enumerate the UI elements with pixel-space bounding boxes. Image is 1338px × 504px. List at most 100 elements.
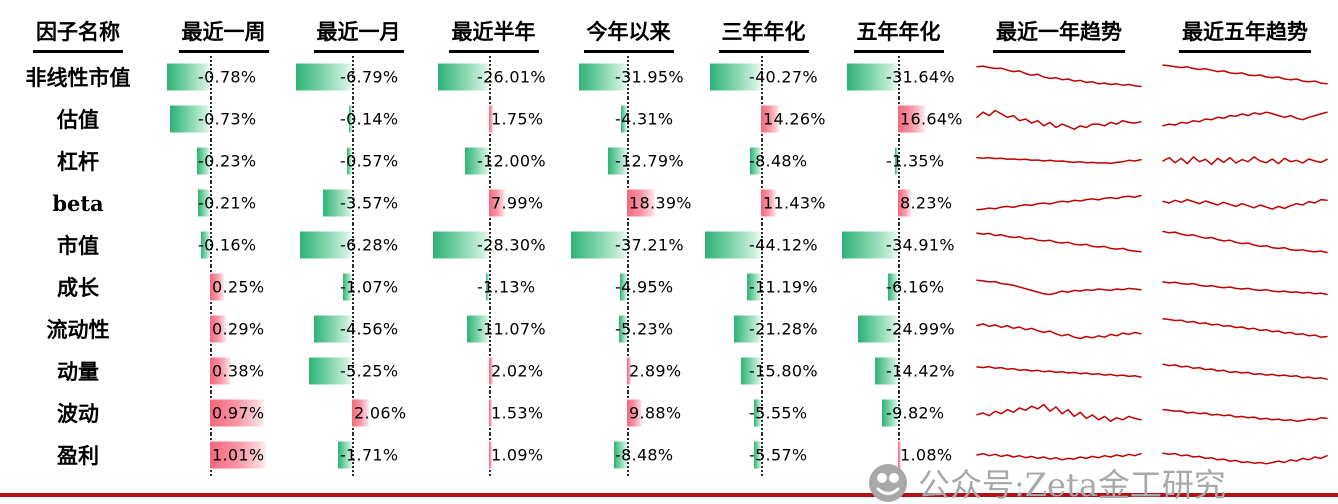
trend-1y-sparkline (966, 392, 1152, 434)
value-label: -11.19% (749, 277, 818, 297)
positive-bar (210, 441, 266, 469)
zero-axis-line (489, 224, 491, 266)
value-cell: -4.56% (291, 308, 426, 350)
value-label: -5.57% (749, 445, 808, 465)
factor-name: 非线性市值 (25, 65, 131, 90)
zero-axis-line (627, 308, 629, 350)
zero-axis-line (898, 392, 900, 434)
table-grid: 因子名称 最近一周 最近一月 最近半年 今年以来 三年年化 五年年化 最近一年趋… (0, 4, 1338, 476)
header-5y-trend: 最近五年趋势 (1152, 4, 1338, 56)
value-cell: 9.88% (561, 392, 696, 434)
value-label: 2.89% (629, 361, 682, 381)
value-cell: 8.23% (831, 182, 966, 224)
value-label: -44.12% (749, 235, 818, 255)
value-cell: -0.21% (156, 182, 291, 224)
zero-axis-line (761, 350, 763, 392)
header-last-half-year: 最近半年 (426, 4, 561, 56)
factor-name: 估值 (57, 107, 99, 132)
zero-axis-line (489, 266, 491, 308)
value-label: -1.35% (886, 151, 945, 171)
value-cell: 1.75% (426, 98, 561, 140)
value-label: 1.01% (212, 445, 265, 465)
value-label: 1.08% (900, 445, 953, 465)
wechat-logo-icon (868, 463, 908, 503)
negative-bar (874, 357, 898, 385)
value-cell: -5.57% (696, 434, 831, 476)
positive-bar (489, 357, 493, 385)
trend-1y-sparkline (966, 56, 1152, 98)
zero-axis-line (627, 56, 629, 98)
positive-bar (898, 441, 901, 469)
negative-bar (467, 315, 489, 343)
zero-axis-line (210, 140, 212, 182)
value-label: -6.28% (340, 235, 399, 255)
value-cell: -0.73% (156, 98, 291, 140)
negative-bar (433, 231, 489, 259)
value-label: 11.43% (763, 193, 826, 213)
negative-bar (198, 189, 210, 217)
trend-5y-sparkline (1152, 182, 1338, 224)
negative-bar (197, 147, 210, 175)
negative-bar (750, 147, 761, 175)
header-label: 最近一年趋势 (993, 16, 1125, 53)
zero-axis-line (210, 182, 212, 224)
trend-5y-sparkline (1152, 434, 1338, 476)
trend-5y-sparkline (1152, 350, 1338, 392)
value-label: 0.29% (212, 319, 265, 339)
value-label: 0.38% (212, 361, 265, 381)
value-cell: -5.23% (561, 308, 696, 350)
negative-bar (705, 231, 761, 259)
value-label: 1.09% (491, 445, 544, 465)
header-label: 因子名称 (33, 16, 123, 53)
value-cell: 7.99% (426, 182, 561, 224)
negative-bar (620, 105, 627, 133)
value-cell: -0.57% (291, 140, 426, 182)
factor-name: 动量 (57, 359, 99, 384)
positive-bar (489, 105, 493, 133)
value-cell: -1.71% (291, 434, 426, 476)
trend-1y-sparkline (966, 350, 1152, 392)
value-label: -8.48% (615, 445, 674, 465)
zero-axis-line (210, 224, 212, 266)
value-cell: -24.99% (831, 308, 966, 350)
value-label: -0.57% (340, 151, 399, 171)
factor-name: 流动性 (46, 317, 110, 342)
zero-axis-line (627, 98, 629, 140)
zero-axis-line (898, 224, 900, 266)
zero-axis-line (352, 56, 354, 98)
value-cell: -1.35% (831, 140, 966, 182)
value-cell: 2.02% (426, 350, 561, 392)
negative-bar (314, 315, 352, 343)
factor-name: 盈利 (57, 443, 99, 468)
value-label: -8.48% (749, 151, 808, 171)
positive-bar (627, 189, 655, 217)
value-label: 16.64% (900, 109, 963, 129)
value-cell: -3.57% (291, 182, 426, 224)
zero-axis-line (352, 98, 354, 140)
negative-bar (349, 105, 352, 133)
value-label: -21.28% (749, 319, 818, 339)
factor-name: 波动 (57, 401, 99, 426)
negative-bar (734, 315, 761, 343)
value-cell: -11.07% (426, 308, 561, 350)
value-label: 1.53% (491, 403, 544, 423)
value-label: -1.71% (340, 445, 399, 465)
trend-5y-sparkline (1152, 224, 1338, 266)
value-cell: -9.82% (831, 392, 966, 434)
header-factor-name: 因子名称 (0, 4, 156, 56)
value-label: -31.64% (886, 67, 955, 87)
factor-name: 市值 (57, 233, 99, 258)
zero-axis-line (761, 224, 763, 266)
negative-bar (619, 315, 627, 343)
positive-bar (761, 189, 776, 217)
trend-1y-sparkline (966, 434, 1152, 476)
value-cell: -0.14% (291, 98, 426, 140)
value-cell: -5.25% (291, 350, 426, 392)
zero-axis-line (898, 56, 900, 98)
negative-bar (754, 399, 761, 427)
value-cell: -44.12% (696, 224, 831, 266)
trend-5y-sparkline (1152, 140, 1338, 182)
zero-axis-line (627, 266, 629, 308)
negative-bar (607, 147, 627, 175)
value-label: -9.82% (886, 403, 945, 423)
